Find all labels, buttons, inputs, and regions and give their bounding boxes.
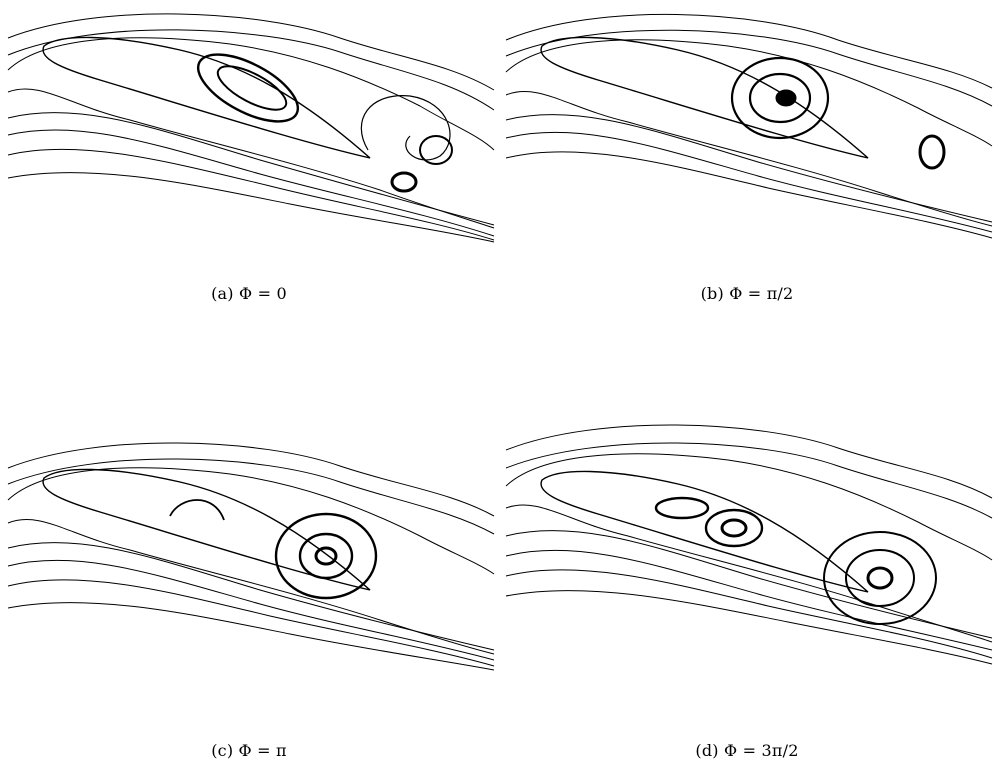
subfigure-b: (b) Φ = π/2 <box>498 0 996 388</box>
subfigure-c: (c) Φ = π <box>0 388 498 776</box>
streamline-plot-d <box>505 424 993 665</box>
streamline-plot-a <box>7 13 495 243</box>
caption-a: (a) Φ = 0 <box>211 284 287 303</box>
subfigure-d: (d) Φ = 3π/2 <box>498 388 996 776</box>
streamline-plot-b <box>505 13 993 239</box>
caption-c: (c) Φ = π <box>211 741 287 760</box>
subfigure-a: (a) Φ = 0 <box>0 0 498 388</box>
streamline-plot-c <box>7 442 495 671</box>
caption-d: (d) Φ = 3π/2 <box>695 741 799 760</box>
caption-b: (b) Φ = π/2 <box>700 284 794 303</box>
